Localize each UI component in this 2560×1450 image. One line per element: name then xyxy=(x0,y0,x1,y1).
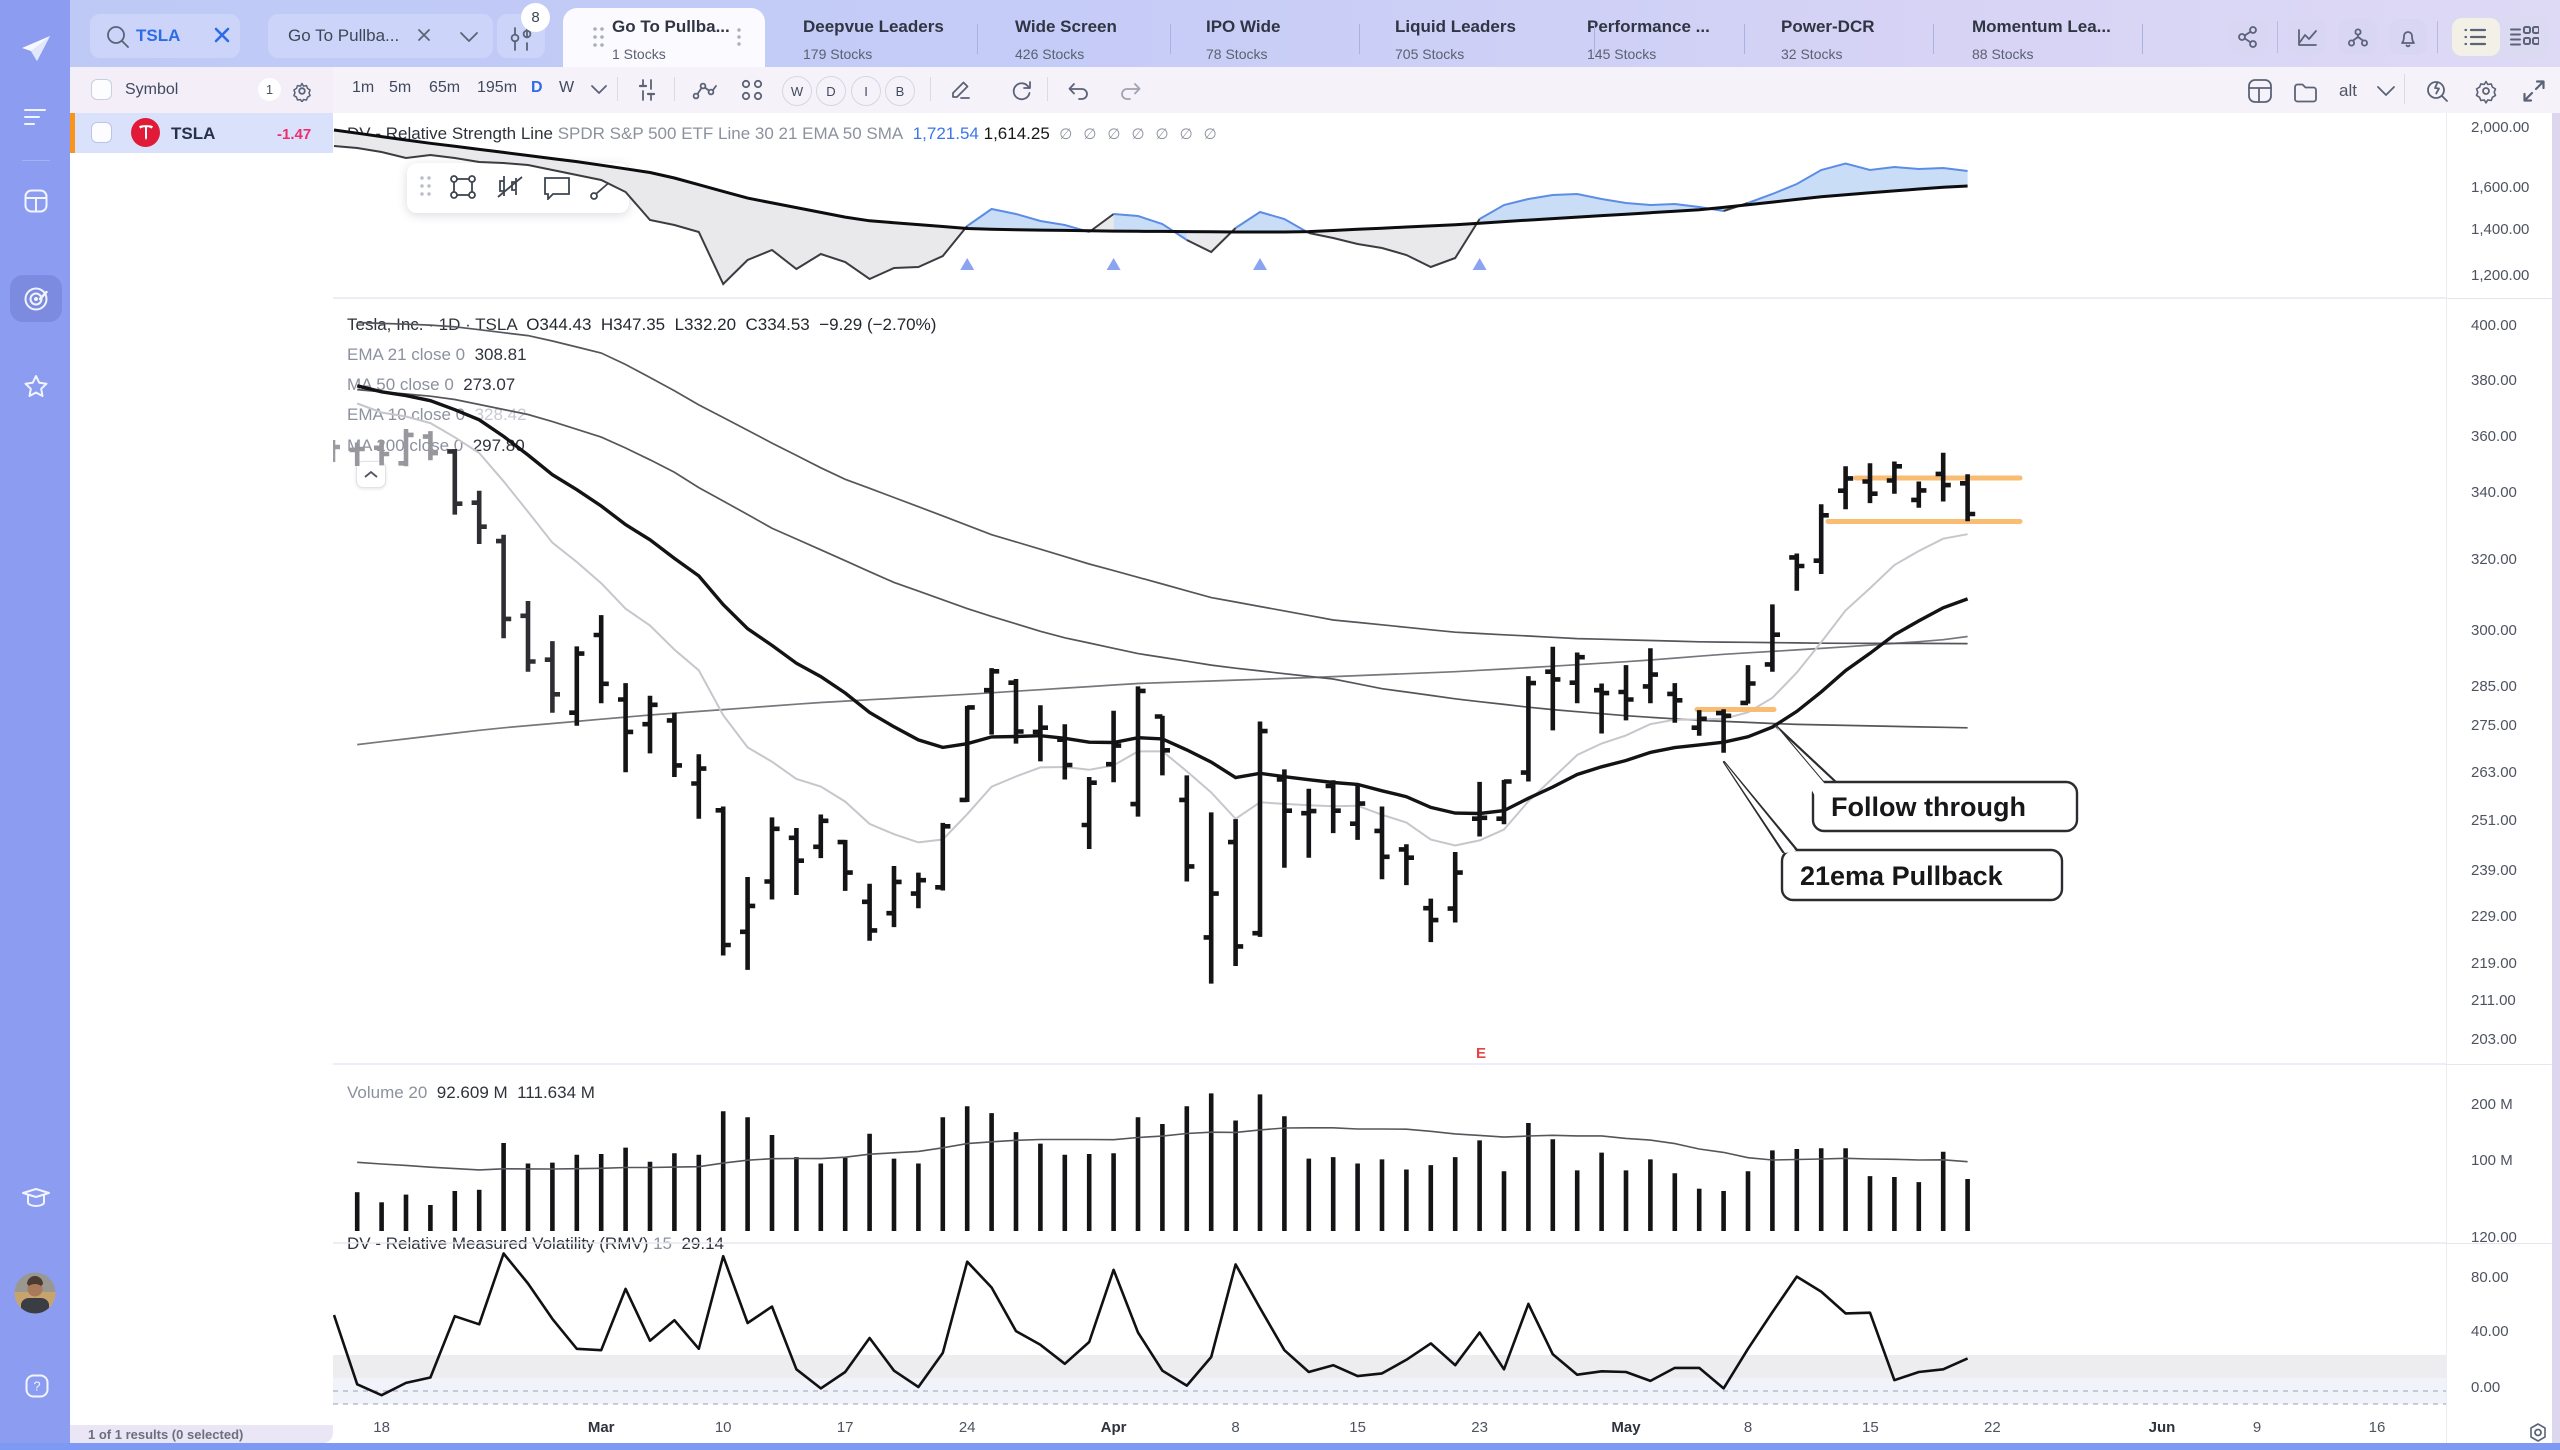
svg-text:21ema Pullback: 21ema Pullback xyxy=(1800,861,2004,891)
svg-text:E: E xyxy=(1476,1045,1486,1062)
svg-text:Follow through: Follow through xyxy=(1831,792,2026,822)
svg-text:?: ? xyxy=(33,1379,40,1394)
